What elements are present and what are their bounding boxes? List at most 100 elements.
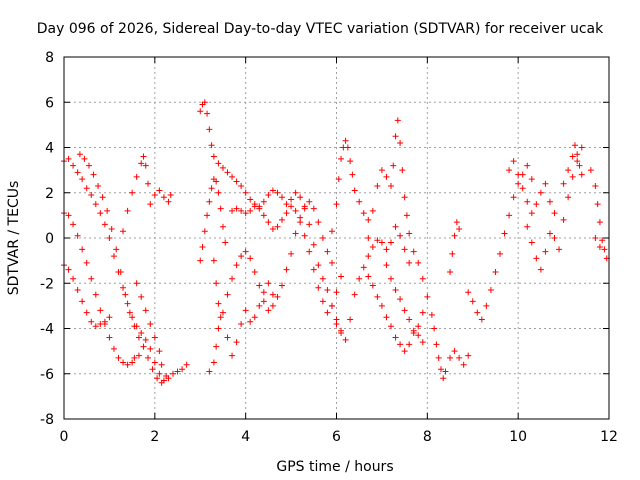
data-point xyxy=(142,162,149,169)
data-point xyxy=(108,225,115,232)
data-point xyxy=(210,153,217,160)
data-point xyxy=(324,248,331,255)
series-sat-j xyxy=(210,257,276,359)
data-point xyxy=(292,189,299,196)
data-point xyxy=(219,164,226,171)
data-point xyxy=(397,139,404,146)
series-sat-h xyxy=(206,198,335,375)
data-point xyxy=(574,158,581,165)
data-point xyxy=(551,235,558,241)
data-point xyxy=(147,345,154,352)
data-point xyxy=(328,302,335,309)
data-point xyxy=(283,210,290,217)
data-point xyxy=(65,155,72,162)
data-point xyxy=(592,182,599,189)
data-point xyxy=(238,207,245,214)
series-sat-a xyxy=(61,155,190,384)
data-point xyxy=(124,300,131,307)
data-point xyxy=(410,327,417,334)
data-point xyxy=(469,298,476,305)
data-point xyxy=(378,239,385,246)
data-point xyxy=(229,275,236,282)
data-point xyxy=(301,232,308,239)
data-point xyxy=(179,366,186,373)
data-point xyxy=(158,361,165,368)
data-point xyxy=(546,230,553,237)
data-point xyxy=(101,318,108,325)
series-sat-d xyxy=(61,262,113,330)
series-sat-i xyxy=(229,203,345,316)
data-point xyxy=(451,348,458,355)
data-point xyxy=(256,302,263,309)
data-point xyxy=(524,198,531,205)
data-point xyxy=(397,341,404,348)
data-point xyxy=(183,361,190,368)
data-point xyxy=(167,192,174,199)
data-point xyxy=(90,171,97,178)
data-point xyxy=(238,182,245,189)
data-point xyxy=(158,379,165,386)
data-point xyxy=(528,210,535,217)
data-point xyxy=(587,167,594,174)
data-point xyxy=(333,320,340,327)
data-point xyxy=(392,133,399,140)
data-point xyxy=(360,210,367,217)
data-point xyxy=(145,180,152,187)
x-tick-label: 6 xyxy=(332,429,341,445)
series-sat-r xyxy=(447,219,463,275)
series-sat-l xyxy=(328,137,372,235)
data-point xyxy=(265,280,272,287)
data-point xyxy=(574,151,581,158)
data-point xyxy=(197,257,204,264)
data-point xyxy=(165,198,172,205)
data-point xyxy=(88,318,95,325)
data-point xyxy=(122,291,129,298)
data-point xyxy=(401,194,408,201)
data-point xyxy=(138,160,145,167)
data-point xyxy=(279,194,285,201)
data-point xyxy=(415,332,422,339)
data-point xyxy=(151,334,158,341)
data-point xyxy=(465,289,472,296)
data-point xyxy=(565,194,572,201)
data-point xyxy=(206,198,213,205)
y-tick-label: -4 xyxy=(40,322,54,338)
data-point xyxy=(92,323,99,330)
data-point xyxy=(260,198,267,205)
x-axis-label: GPS time / hours xyxy=(276,459,393,475)
series-sat-s xyxy=(451,348,472,368)
data-point xyxy=(292,207,299,214)
data-point xyxy=(120,284,127,291)
data-point xyxy=(110,345,117,352)
data-point xyxy=(120,359,127,366)
data-point xyxy=(315,284,322,291)
data-point xyxy=(265,219,272,226)
data-point xyxy=(478,316,485,323)
data-point xyxy=(217,314,224,321)
data-point xyxy=(497,250,503,257)
y-tick-label: -2 xyxy=(40,276,54,292)
data-point xyxy=(135,334,142,341)
data-point xyxy=(342,137,349,144)
data-point xyxy=(217,205,224,212)
data-point xyxy=(242,307,249,314)
data-point xyxy=(219,223,226,230)
data-point xyxy=(397,232,404,239)
data-point xyxy=(528,176,535,183)
data-point xyxy=(524,162,531,169)
series-sat-b xyxy=(76,151,165,386)
data-point xyxy=(256,205,263,212)
data-point xyxy=(247,318,254,325)
data-point xyxy=(506,212,513,219)
data-point xyxy=(154,375,161,382)
data-point xyxy=(117,268,124,275)
data-point xyxy=(428,311,435,318)
data-point xyxy=(410,248,417,255)
data-point xyxy=(215,189,222,196)
data-point xyxy=(151,359,158,366)
series-sat-w xyxy=(560,142,585,187)
data-point xyxy=(210,359,217,366)
data-point xyxy=(399,167,406,174)
data-point xyxy=(279,216,285,223)
series-sat-o xyxy=(365,117,426,282)
